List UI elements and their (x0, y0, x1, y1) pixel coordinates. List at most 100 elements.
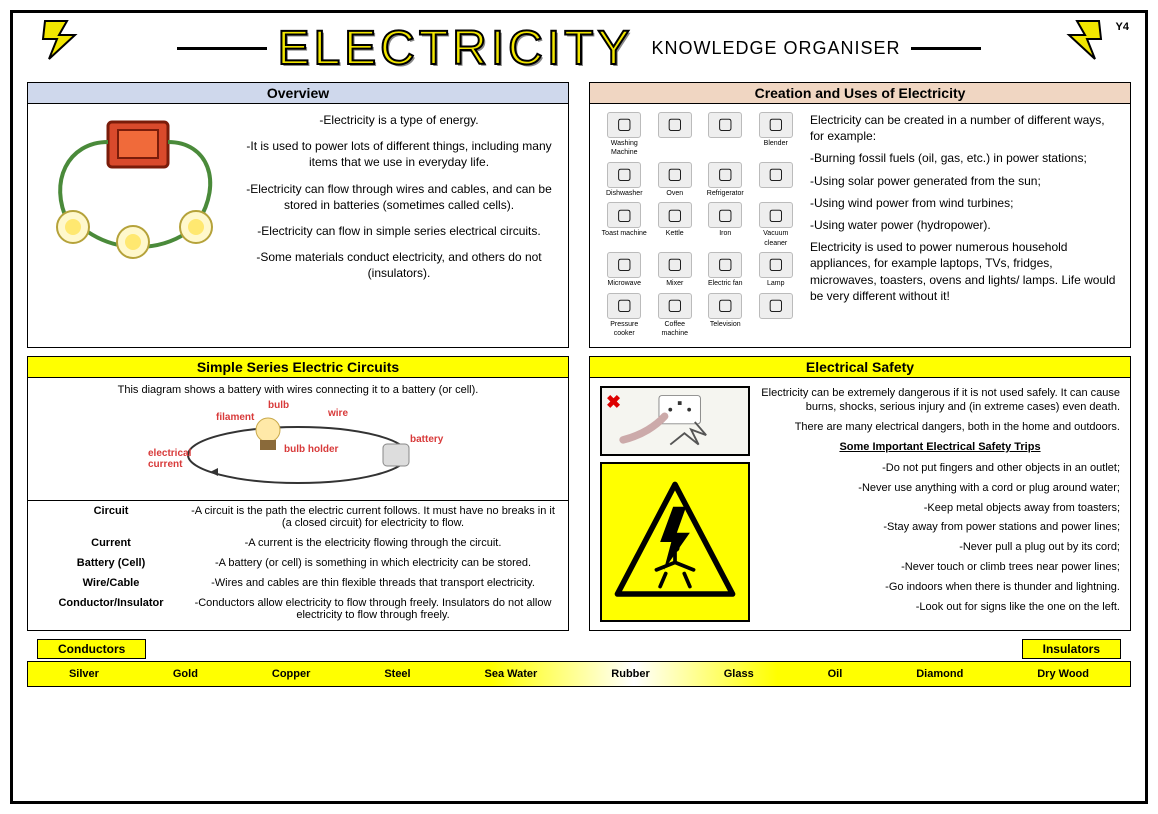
overview-point: -Electricity can flow in simple series e… (240, 223, 558, 239)
appliance-item: ▢Oven (651, 162, 700, 198)
safety-tip: -Never pull a plug out by its cord; (760, 540, 1120, 555)
creation-heading: Creation and Uses of Electricity (590, 83, 1130, 104)
definition-term: Conductor/Insulator (36, 597, 186, 621)
appliance-icon: ▢ (708, 112, 742, 138)
appliance-item: ▢Kettle (651, 202, 700, 248)
overview-point: -Electricity is a type of energy. (240, 112, 558, 128)
appliance-label: Iron (719, 229, 731, 238)
definition-row: Conductor/Insulator-Conductors allow ele… (28, 593, 568, 625)
circuit-label-battery: battery (410, 434, 443, 445)
appliance-item: ▢Refrigerator (701, 162, 750, 198)
appliance-label: Television (710, 320, 741, 329)
material-item: Steel (384, 668, 410, 680)
definition-row: Current-A current is the electricity flo… (28, 533, 568, 553)
creation-uses: Electricity is used to power numerous ho… (810, 239, 1120, 304)
safety-intro: There are many electrical dangers, both … (760, 420, 1120, 435)
appliance-label: Lamp (767, 279, 785, 288)
overview-point: -Some materials conduct electricity, and… (240, 249, 558, 281)
definition-row: Battery (Cell)-A battery (or cell) is so… (28, 553, 568, 573)
appliance-icon: ▢ (658, 112, 692, 138)
appliance-label: Pressure cooker (600, 320, 649, 339)
safety-images: ✖ (600, 386, 750, 622)
appliance-item: ▢Mixer (651, 252, 700, 288)
electrical-warning-sign (600, 462, 750, 622)
appliance-icon: ▢ (759, 162, 793, 188)
appliance-item: ▢Electric fan (701, 252, 750, 288)
definition-desc: -A battery (or cell) is something in whi… (186, 557, 560, 569)
header: ELECTRICITY KNOWLEDGE ORGANISER Y4 (27, 21, 1131, 76)
appliance-icon: ▢ (708, 293, 742, 319)
circuit-label-bulb-holder: bulb holder (284, 444, 338, 455)
insulators-label: Insulators (1022, 639, 1121, 659)
safety-tip: -Stay away from power stations and power… (760, 520, 1120, 535)
appliance-grid: ▢Washing Machine▢▢▢Blender▢Dishwasher▢Ov… (600, 112, 800, 339)
appliance-icon: ▢ (658, 162, 692, 188)
material-item: Rubber (611, 668, 650, 680)
appliance-label: Blender (764, 139, 788, 148)
material-item: Diamond (916, 668, 963, 680)
appliance-label: Electric fan (708, 279, 743, 288)
definition-row: Wire/Cable-Wires and cables are thin fle… (28, 573, 568, 593)
material-item: Sea Water (485, 668, 538, 680)
year-label: Y4 (1116, 21, 1129, 33)
appliance-label: Vacuum cleaner (752, 229, 801, 248)
appliance-label: Coffee machine (651, 320, 700, 339)
safety-heading: Electrical Safety (590, 357, 1130, 378)
appliance-icon: ▢ (708, 252, 742, 278)
material-item: Glass (724, 668, 754, 680)
creation-way: -Using wind power from wind turbines; (810, 195, 1120, 211)
appliance-icon: ▢ (607, 162, 641, 188)
creation-way: -Using water power (hydropower). (810, 217, 1120, 233)
safety-text: Electricity can be extremely dangerous i… (760, 386, 1120, 622)
safety-tip: -Go indoors when there is thunder and li… (760, 580, 1120, 595)
appliance-item: ▢Coffee machine (651, 293, 700, 339)
creation-panel: Creation and Uses of Electricity ▢Washin… (589, 82, 1131, 348)
circuit-caption: This diagram shows a battery with wires … (36, 384, 560, 396)
circuit-label-wire: wire (328, 408, 348, 419)
appliance-icon: ▢ (759, 252, 793, 278)
circuit-bulbs-illustration (38, 112, 228, 262)
overview-panel: Overview -Electri (27, 82, 569, 348)
appliance-item: ▢Vacuum cleaner (752, 202, 801, 248)
appliance-item: ▢Lamp (752, 252, 801, 288)
circuit-label-current: electrical current (148, 448, 204, 470)
circuits-panel: Simple Series Electric Circuits This dia… (27, 356, 569, 631)
appliance-item: ▢Iron (701, 202, 750, 248)
lightning-bolt-icon (1057, 17, 1107, 66)
creation-way: -Burning fossil fuels (oil, gas, etc.) i… (810, 150, 1120, 166)
appliance-label: Kettle (666, 229, 684, 238)
appliance-icon: ▢ (708, 202, 742, 228)
material-item: Gold (173, 668, 198, 680)
overview-heading: Overview (28, 83, 568, 104)
appliance-item: ▢Pressure cooker (600, 293, 649, 339)
safety-tip: -Do not put fingers and other objects in… (760, 461, 1120, 476)
appliance-label: Refrigerator (707, 189, 744, 198)
appliance-item: ▢Dishwasher (600, 162, 649, 198)
safety-tip: -Never use anything with a cord or plug … (760, 481, 1120, 496)
safety-intro: Electricity can be extremely dangerous i… (760, 386, 1120, 416)
appliance-label: Dishwasher (606, 189, 643, 198)
appliance-item: ▢Washing Machine (600, 112, 649, 158)
appliance-icon: ▢ (658, 252, 692, 278)
definition-desc: -A current is the electricity flowing th… (186, 537, 560, 549)
overview-point: -Electricity can flow through wires and … (240, 181, 558, 213)
definition-desc: -Conductors allow electricity to flow th… (186, 597, 560, 621)
definition-term: Current (36, 537, 186, 549)
circuit-diagram: bulb filament wire battery bulb holder e… (148, 400, 448, 490)
socket-danger-illustration: ✖ (600, 386, 750, 456)
appliance-item: ▢ (651, 112, 700, 158)
definition-term: Wire/Cable (36, 577, 186, 589)
overview-text: -Electricity is a type of energy. -It is… (240, 112, 558, 292)
creation-way: -Using solar power generated from the su… (810, 173, 1120, 189)
appliance-icon: ▢ (759, 112, 793, 138)
creation-text: Electricity can be created in a number o… (810, 112, 1120, 339)
header-rule-left (177, 47, 267, 50)
appliance-label: Toast machine (602, 229, 647, 238)
circuit-label-filament: filament (216, 412, 254, 423)
definition-term: Battery (Cell) (36, 557, 186, 569)
creation-intro: Electricity can be created in a number o… (810, 112, 1120, 144)
material-item: Dry Wood (1037, 668, 1089, 680)
page: ELECTRICITY KNOWLEDGE ORGANISER Y4 Overv… (10, 10, 1148, 804)
appliance-item: ▢Microwave (600, 252, 649, 288)
material-item: Copper (272, 668, 311, 680)
